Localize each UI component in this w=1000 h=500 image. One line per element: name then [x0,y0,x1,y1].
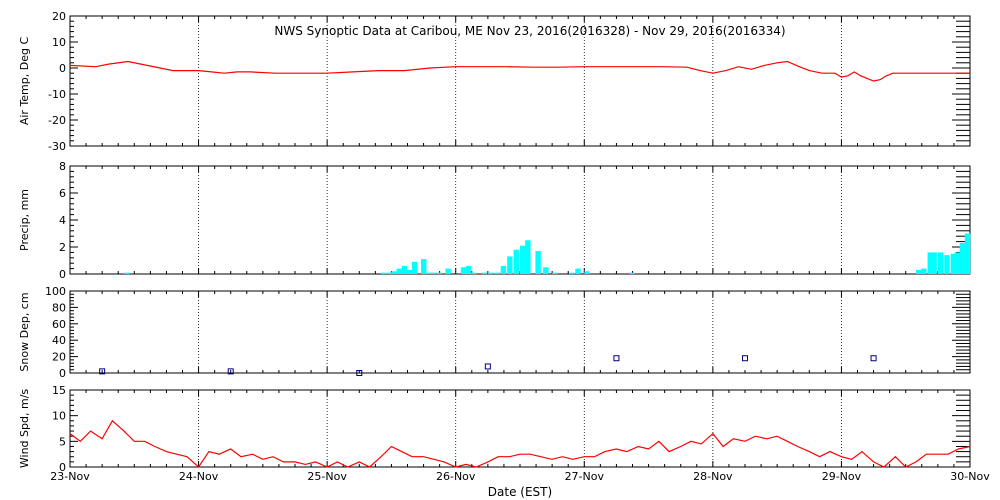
precip-bar [629,272,635,274]
precip-bar [964,233,971,274]
x-tick-labels: 23-Nov 24-Nov 25-Nov 26-Nov 27-Nov 28-Nov 29-N… [50,470,990,483]
precip-bar [507,256,513,274]
y-tick-label: -10 [48,88,66,101]
precip-bar [513,249,519,274]
precip-bar [931,252,937,274]
y-tick-label: 0 [59,367,66,380]
x-axis-label: Date (EST) [488,485,552,499]
chart-title: NWS Synoptic Data at Caribou, ME Nov 23,… [274,24,785,38]
y-tick-label: 4 [59,214,66,227]
precip-bar [386,272,392,274]
y-axis-label: Precip, mm [18,189,31,251]
precip-bar [381,272,387,274]
precip-bar [543,267,549,274]
y-tick-label: 8 [59,160,66,173]
y-tick-label: 100 [45,285,66,298]
precip-bar [584,271,590,274]
snow-point [613,355,620,362]
y-tick-label: 20 [52,351,66,364]
x-tick-label: 27-Nov [565,470,605,483]
precip-bar [494,272,500,274]
y-axis-label: Snow Dep, cm [18,292,31,371]
precip-bar [487,272,494,274]
y-tick-label: 10 [52,410,66,423]
precip-bar [471,272,477,274]
precip-bar [552,272,558,274]
snow-point [870,355,877,362]
x-tick-label: 26-Nov [436,470,476,483]
snow-point [99,368,106,375]
precip-bar [937,252,944,274]
precip-bar [460,267,467,274]
panel-wind: 15 10 5 0 Wind Spd, m/s [18,384,971,474]
series-line-wind [69,419,971,468]
y-tick-label: 60 [52,318,66,331]
precip-bar [954,252,960,274]
x-tick-label: 23-Nov [50,470,90,483]
y-tick-label: 15 [52,384,66,397]
snow-point [227,368,234,375]
precip-bar [500,265,507,274]
precip-bar [466,265,472,274]
y-tick-label: 5 [59,435,66,448]
y-tick-label: 0 [59,62,66,75]
precip-bar [426,272,432,274]
panel-air_temp: 20 10 0 -10 -20 -30 Air Temp, Deg C [18,10,971,153]
precip-bar [391,271,397,274]
x-tick-label: 28-Nov [693,470,733,483]
y-tick-label: 80 [52,301,66,314]
precip-bar [535,251,541,274]
precip-bar [396,268,402,274]
precip-bar [959,242,966,274]
y-tick-label: 6 [59,187,66,200]
precip-bar [525,240,531,274]
y-tick-label: 20 [52,10,66,23]
y-axis-label: Air Temp, Deg C [18,37,31,126]
precip-bar [481,272,487,274]
y-tick-label: 0 [59,461,66,474]
precip-bar [406,269,413,274]
precip-bar [568,272,575,274]
y-tick-label: 2 [59,241,66,254]
precip-bar [421,259,427,274]
y-axis-label: Wind Spd, m/s [18,389,31,469]
x-tick-label: 25-Nov [307,470,347,483]
precip-bar [124,272,130,274]
panel-snow: 100 80 60 40 20 0 Snow Dep, cm [18,285,971,380]
precip-bar [927,252,933,274]
panel-precip: 8 6 4 2 0 Precip, mm [18,160,971,281]
precip-bar [520,245,526,274]
x-tick-label: 24-Nov [179,470,219,483]
y-tick-label: 0 [59,268,66,281]
series-line-air_temp [69,60,970,82]
precip-bar [921,268,927,274]
precip-bar [950,253,957,274]
snow-point [356,370,363,376]
precip-bar [916,269,922,274]
x-tick-label: 29-Nov [822,470,862,483]
precip-bar [445,268,451,274]
x-tick-label: 30-Nov [950,470,990,483]
precip-bar [944,255,950,274]
precip-bar [436,272,442,274]
y-tick-label: -30 [48,140,66,153]
precip-bar [575,268,581,274]
y-tick-label: 10 [52,36,66,49]
precip-bar [401,265,408,274]
precip-bar [430,272,436,274]
snow-point [742,355,748,362]
y-tick-label: 40 [52,334,66,347]
precip-bar [412,261,418,274]
snow-point [484,363,491,370]
y-tick-label: -20 [48,114,66,127]
